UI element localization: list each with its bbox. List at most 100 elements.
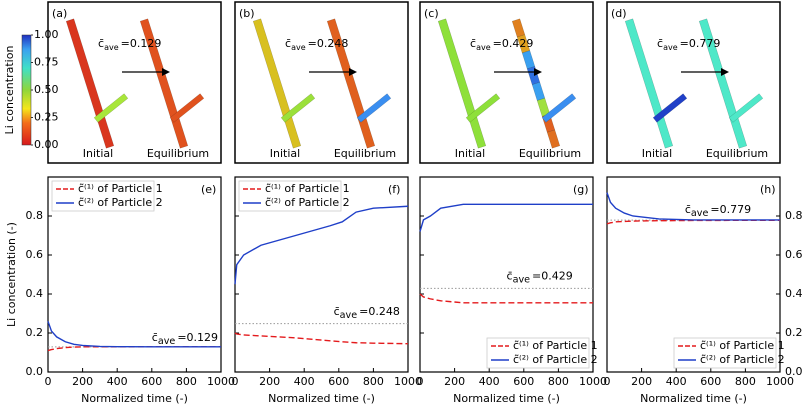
- c-symbol: c̄: [657, 37, 663, 50]
- x-tick-label: 600: [141, 375, 162, 388]
- colorbar-tick-label: 0.75: [34, 56, 59, 69]
- legend-label: c̃⁽¹⁾ of Particle 1: [700, 339, 785, 352]
- x-tick-label: 200: [72, 375, 93, 388]
- c-symbol: c̄: [507, 270, 513, 283]
- x-tick-label: 600: [328, 375, 349, 388]
- colorbar-tick-label: 1.00: [34, 28, 59, 41]
- rod: [437, 18, 487, 149]
- series-line: [234, 332, 409, 345]
- equilibrium-label: Equilibrium: [334, 147, 396, 160]
- panel-label: (e): [201, 183, 216, 196]
- legend-box: [238, 180, 342, 212]
- legend-label: c̃⁽¹⁾ of Particle 1: [513, 339, 598, 352]
- colorbar: [21, 34, 32, 146]
- panel-frame: [234, 1, 409, 164]
- rod: [546, 129, 561, 149]
- legend-label: c̃⁽²⁾ of Particle 2: [265, 196, 350, 209]
- legend-label: c̃⁽¹⁾ of Particle 1: [78, 182, 163, 195]
- arrow-head: [162, 68, 170, 76]
- y-tick-label: 0.2: [785, 326, 803, 339]
- legend-label: c̃⁽¹⁾ of Particle 1: [265, 182, 350, 195]
- c-ave-label: c̄ave =0.779: [657, 37, 720, 52]
- rod: [465, 93, 501, 123]
- y-tick-label: 0.6: [785, 248, 803, 261]
- equilibrium-label: Equilibrium: [519, 147, 581, 160]
- rod: [93, 93, 129, 123]
- y-axis-label: Li concentration (-): [5, 222, 18, 327]
- rod: [652, 93, 688, 123]
- y-tick-label: 0.8: [785, 209, 803, 222]
- c-ave-label: c̄ave =0.129: [98, 37, 161, 52]
- c-value: =0.779: [710, 203, 751, 216]
- colorbar-tick-label: 0.25: [34, 111, 59, 124]
- x-axis-label: Normalized time (-): [268, 392, 375, 405]
- panel: (d) c̄ave =0.779 Initial Equilibrium: [606, 1, 781, 164]
- panel: (b) c̄ave =0.248 Initial Equilibrium: [234, 1, 409, 164]
- initial-label: Initial: [455, 147, 485, 160]
- panel-frame: [47, 1, 222, 164]
- x-axis-label: Normalized time (-): [453, 392, 560, 405]
- x-tick-label: 600: [513, 375, 534, 388]
- c-symbol: c̄: [470, 37, 476, 50]
- panel: (c) c̄ave =0.429 Initial Equilibrium: [419, 1, 594, 164]
- x-axis-label: Normalized time (-): [81, 392, 188, 405]
- c-subscript: ave: [476, 43, 491, 52]
- colorbar-tick-label: 0.00: [34, 138, 59, 151]
- rod: [356, 93, 392, 123]
- colorbar-tick-label: 0.50: [34, 83, 59, 96]
- x-tick-label: 200: [631, 375, 652, 388]
- c-subscript: ave: [104, 43, 119, 52]
- arrow-head: [534, 68, 542, 76]
- legend-label: c̃⁽²⁾ of Particle 2: [78, 196, 163, 209]
- legend-box: [486, 337, 590, 369]
- x-tick-label: 0: [417, 375, 424, 388]
- y-tick-label: 0.0: [785, 365, 803, 378]
- x-tick-label: 1000: [579, 375, 607, 388]
- x-axis-label: Normalized time (-): [640, 392, 747, 405]
- c-subscript: ave: [691, 208, 709, 219]
- c-ave-label: c̄ave =0.779: [685, 203, 751, 219]
- c-symbol: c̄: [152, 331, 158, 344]
- panel-label: (a): [52, 7, 67, 20]
- x-tick-label: 200: [259, 375, 280, 388]
- x-tick-label: 1000: [394, 375, 422, 388]
- c-symbol: c̄: [334, 305, 340, 318]
- c-ave-label: c̄ave =0.429: [507, 270, 573, 286]
- c-symbol: c̄: [685, 203, 691, 216]
- panel-frame: [606, 1, 781, 164]
- series-line: [419, 293, 593, 304]
- rod: [65, 18, 115, 149]
- rod: [728, 93, 764, 123]
- x-tick-label: 400: [294, 375, 315, 388]
- c-ave-label: c̄ave =0.248: [285, 37, 348, 52]
- c-value: =0.248: [359, 305, 400, 318]
- x-tick-label: 400: [479, 375, 500, 388]
- x-tick-label: 800: [548, 375, 569, 388]
- panel-label: (h): [760, 183, 776, 196]
- series-line: [234, 205, 409, 285]
- rod: [169, 93, 205, 123]
- initial-label: Initial: [270, 147, 300, 160]
- c-symbol: c̄: [98, 37, 104, 50]
- c-ave-label: c̄ave =0.129: [152, 331, 218, 347]
- equilibrium-label: Equilibrium: [147, 147, 209, 160]
- rod: [624, 18, 674, 149]
- c-value: =0.429: [493, 37, 534, 50]
- c-ave-label: c̄ave =0.429: [470, 37, 533, 52]
- rod: [526, 66, 541, 86]
- y-tick-label: 0.4: [785, 287, 803, 300]
- panel-label: (g): [573, 183, 589, 196]
- legend-label: c̃⁽²⁾ of Particle 2: [700, 353, 785, 366]
- legend-box: [51, 180, 155, 212]
- x-tick-label: 800: [176, 375, 197, 388]
- series-line: [47, 321, 221, 348]
- arrow-head: [721, 68, 729, 76]
- rod: [280, 93, 316, 123]
- arrow-head: [349, 68, 357, 76]
- rod: [541, 93, 577, 123]
- y-tick-label: 0.4: [26, 287, 44, 300]
- x-tick-label: 400: [666, 375, 687, 388]
- colorbar-label: Li concentration: [3, 46, 16, 135]
- series-line: [419, 203, 593, 232]
